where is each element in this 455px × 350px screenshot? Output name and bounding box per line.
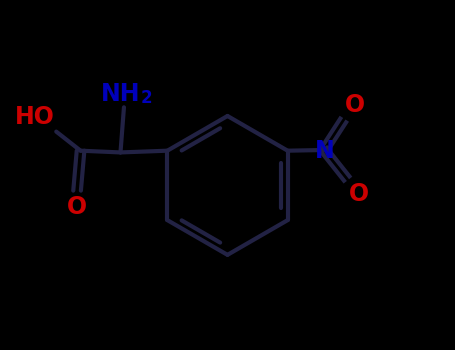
Text: N: N: [315, 139, 335, 163]
Text: O: O: [349, 182, 369, 206]
Text: NH: NH: [101, 82, 140, 106]
Text: HO: HO: [15, 105, 55, 129]
Text: O: O: [345, 93, 365, 117]
Text: O: O: [67, 195, 87, 219]
Text: 2: 2: [141, 89, 152, 107]
